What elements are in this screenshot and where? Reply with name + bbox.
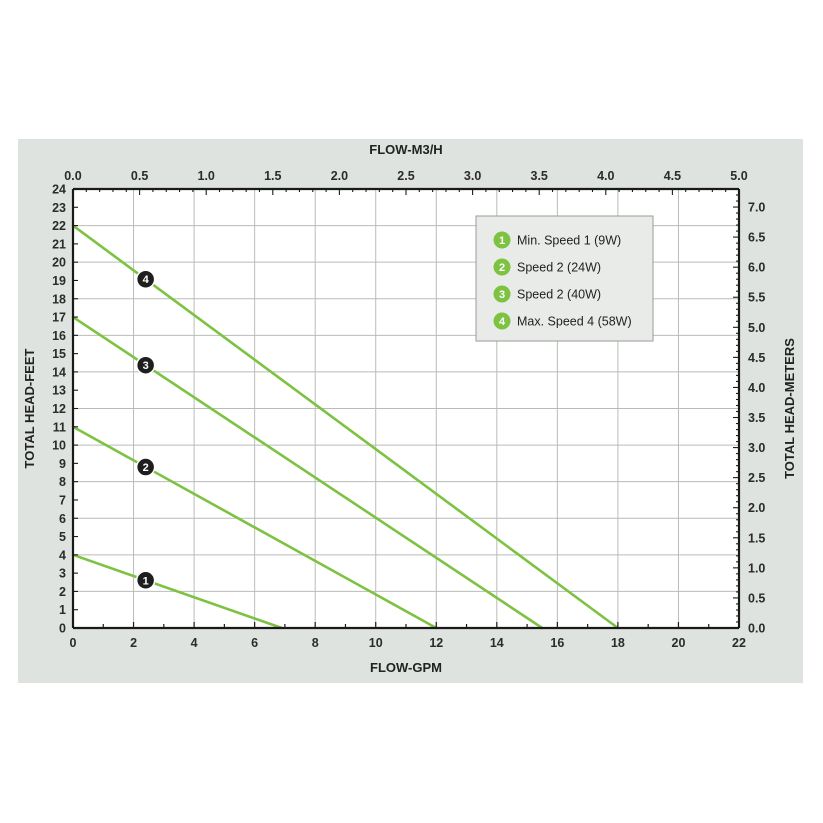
right-tick-label: 2.0 (748, 501, 765, 515)
right-tick-label: 1.0 (748, 561, 765, 575)
legend-icon-label-1: 1 (499, 235, 505, 247)
left-tick-label: 2 (59, 585, 66, 599)
legend-icon-label-4: 4 (499, 316, 506, 328)
right-tick-label: 5.5 (748, 291, 765, 305)
left-tick-label: 16 (52, 329, 66, 343)
legend-item-label: Min. Speed 1 (9W) (517, 234, 621, 248)
legend-icon-1 (493, 231, 511, 249)
right-tick-label: 4.5 (748, 351, 765, 365)
legend-item-label: Speed 2 (24W) (517, 261, 601, 275)
series-badges: 1 2 3 4 (135, 269, 156, 591)
axes: 0 2 4 6 8 10 12 14 16 18 20 220.0 0.5 1.0 1.5 2.0 2.5 3.0… (52, 169, 765, 650)
bottom-axis-title: FLOW-GPM (370, 660, 442, 675)
series-line-2 (71, 425, 438, 630)
legend-icon-label-3: 3 (499, 289, 505, 301)
series-badge-label-3: 3 (143, 360, 149, 372)
left-tick-label: 19 (52, 274, 66, 288)
left-tick-label: 4 (59, 548, 66, 562)
top-tick-label: 2.0 (331, 169, 348, 183)
left-tick-label: 8 (59, 475, 66, 489)
left-tick-label: 22 (52, 219, 66, 233)
right-tick-label: 6.0 (748, 261, 765, 275)
top-tick-label: 2.5 (397, 169, 414, 183)
left-tick-label: 17 (52, 311, 66, 325)
left-tick-label: 6 (59, 512, 66, 526)
left-tick-label: 0 (59, 622, 66, 636)
bottom-tick-label: 6 (251, 636, 258, 650)
right-tick-label: 0.5 (748, 591, 765, 605)
bottom-tick-label: 8 (312, 636, 319, 650)
left-tick-label: 24 (52, 183, 66, 197)
bottom-tick-label: 20 (672, 636, 686, 650)
top-tick-label: 1.0 (198, 169, 215, 183)
top-tick-label: 1.5 (264, 169, 281, 183)
left-tick-label: 11 (53, 420, 66, 434)
series-badge-4 (135, 269, 156, 289)
bottom-tick-label: 12 (429, 636, 443, 650)
left-tick-label: 9 (59, 457, 66, 471)
series-badge-1 (135, 570, 156, 591)
series-line-1 (71, 553, 284, 630)
left-tick-label: 1 (59, 603, 66, 617)
series-badge-label-4: 4 (143, 274, 150, 286)
right-tick-label: 7.0 (748, 201, 765, 215)
left-tick-label: 5 (59, 530, 66, 544)
top-tick-label: 4.5 (664, 169, 681, 183)
bottom-tick-label: 18 (611, 636, 625, 650)
right-tick-label: 1.5 (748, 531, 765, 545)
series-badge-3 (135, 355, 156, 375)
bottom-tick-label: 4 (191, 636, 198, 650)
left-tick-label: 12 (52, 402, 66, 416)
series-badge-label-2: 2 (143, 462, 149, 474)
right-tick-label: 3.0 (748, 441, 765, 455)
bottom-tick-label: 0 (70, 636, 77, 650)
left-axis-title: TOTAL HEAD-FEET (22, 348, 37, 468)
left-tick-label: 13 (52, 384, 66, 398)
left-tick-label: 21 (52, 237, 66, 251)
left-tick-label: 7 (59, 493, 66, 507)
legend-icon-3 (493, 285, 511, 303)
bottom-tick-label: 2 (130, 636, 137, 650)
right-tick-label: 5.0 (748, 321, 765, 335)
bottom-tick-label: 16 (550, 636, 564, 650)
left-tick-label: 18 (52, 292, 66, 306)
bottom-tick-label: 14 (490, 636, 504, 650)
legend-icon-label-2: 2 (499, 262, 505, 274)
legend: 1 Min. Speed 1 (9W) 2 Speed 2 (24W) 3 Speed 2… (475, 215, 654, 342)
series-badge-label-1: 1 (143, 575, 149, 587)
top-tick-label: 3.5 (531, 169, 548, 183)
legend-icon-4 (493, 312, 511, 330)
right-tick-label: 0.0 (748, 622, 765, 636)
right-tick-label: 3.5 (748, 411, 765, 425)
series-line-4 (71, 224, 620, 630)
top-axis-title: FLOW-M3/H (369, 142, 442, 157)
series-badge-2 (135, 457, 156, 477)
right-tick-label: 6.5 (748, 231, 765, 245)
top-tick-label: 0.5 (131, 169, 148, 183)
left-tick-label: 20 (52, 256, 66, 270)
legend-icon-2 (493, 258, 511, 276)
legend-item-label: Speed 2 (40W) (517, 288, 601, 302)
right-tick-label: 2.5 (748, 471, 765, 485)
top-tick-label: 3.0 (464, 169, 481, 183)
top-tick-label: 5.0 (730, 169, 747, 183)
left-tick-label: 15 (52, 347, 66, 361)
left-tick-label: 14 (52, 365, 66, 379)
right-axis-title: TOTAL HEAD-METERS (782, 338, 797, 479)
legend-item-label: Max. Speed 4 (58W) (517, 315, 632, 329)
top-tick-label: 0.0 (64, 169, 81, 183)
bottom-tick-label: 22 (732, 636, 746, 650)
left-tick-label: 3 (59, 567, 66, 581)
right-tick-label: 4.0 (748, 381, 765, 395)
left-tick-label: 10 (52, 439, 66, 453)
bottom-tick-label: 10 (369, 636, 383, 650)
top-tick-label: 4.0 (597, 169, 614, 183)
left-tick-label: 23 (52, 201, 66, 215)
